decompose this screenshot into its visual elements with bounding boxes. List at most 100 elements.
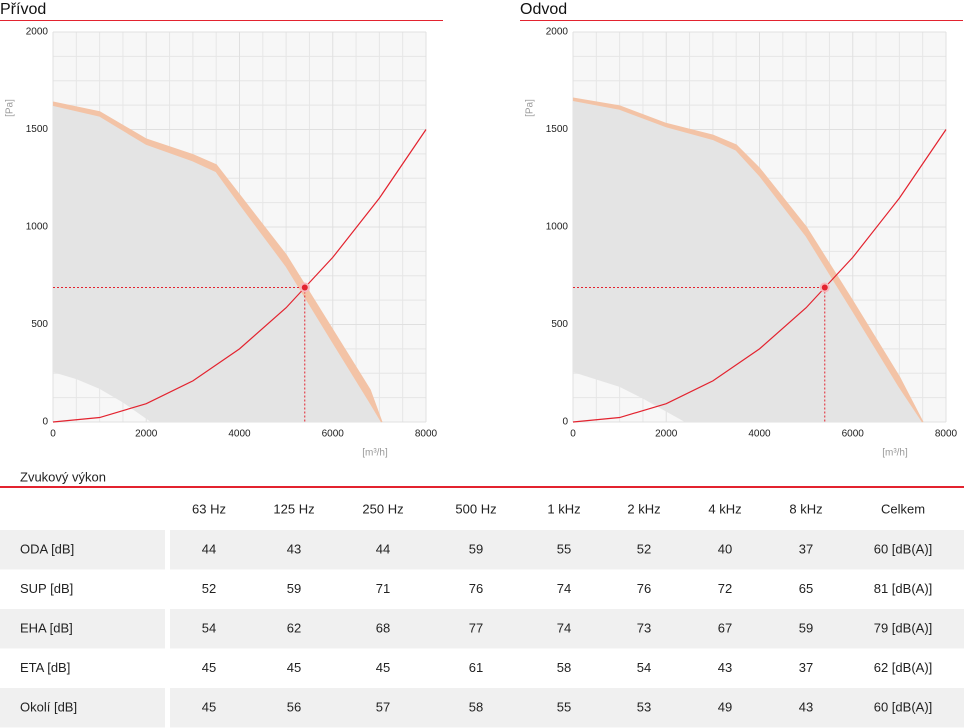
fan-curve-upper xyxy=(52,101,383,423)
row-band xyxy=(0,609,165,649)
table-rule xyxy=(0,486,964,488)
cell-value: 67 xyxy=(718,620,732,635)
cell-value: 45 xyxy=(376,660,390,675)
x-tick-label: 0 xyxy=(50,429,56,440)
column-header: 8 kHz xyxy=(789,501,822,516)
row-label: EHA [dB] xyxy=(20,620,73,635)
y-tick-label: 2000 xyxy=(26,27,49,38)
x-tick-label: 6000 xyxy=(322,429,345,440)
operating-region xyxy=(53,105,382,422)
cell-value: 53 xyxy=(637,699,651,714)
cell-value: 54 xyxy=(637,660,651,675)
y-tick-label: 1500 xyxy=(26,124,49,135)
row-band xyxy=(170,530,964,570)
cell-value: 60 [dB(A)] xyxy=(874,541,933,556)
cell-value: 45 xyxy=(202,660,216,675)
row-band xyxy=(0,530,165,570)
column-header: 2 kHz xyxy=(627,501,660,516)
column-header: 63 Hz xyxy=(192,501,226,516)
cell-value: 59 xyxy=(799,620,813,635)
system-curve xyxy=(52,129,427,423)
operating-point xyxy=(821,284,828,291)
y-axis-label: [Pa] xyxy=(5,99,16,117)
cell-value: 49 xyxy=(718,699,732,714)
cell-value: 76 xyxy=(469,581,483,596)
column-header: 4 kHz xyxy=(708,501,741,516)
y-tick-label: 1500 xyxy=(546,124,569,135)
y-axis-label: [Pa] xyxy=(525,99,536,117)
cell-value: 73 xyxy=(637,620,651,635)
cell-value: 37 xyxy=(799,541,813,556)
cell-value: 71 xyxy=(376,581,390,596)
x-tick-label: 8000 xyxy=(415,429,438,440)
operating-point xyxy=(301,284,308,291)
y-tick-label: 1000 xyxy=(546,222,569,233)
y-tick-label: 500 xyxy=(551,319,568,330)
cell-value: 40 xyxy=(718,541,732,556)
chart-title: Přívod xyxy=(0,1,46,18)
cell-value: 45 xyxy=(202,699,216,714)
x-tick-label: 2000 xyxy=(135,429,158,440)
cell-value: 68 xyxy=(376,620,390,635)
x-tick-label: 0 xyxy=(570,429,576,440)
y-tick-label: 0 xyxy=(42,417,48,428)
row-label: SUP [dB] xyxy=(20,581,73,596)
cell-value: 61 xyxy=(469,660,483,675)
cell-value: 74 xyxy=(557,581,571,596)
x-tick-label: 4000 xyxy=(748,429,771,440)
fan-curve-lower xyxy=(52,104,383,423)
cell-value: 58 xyxy=(469,699,483,714)
column-header: Celkem xyxy=(881,501,925,516)
row-label: ODA [dB] xyxy=(20,541,74,556)
column-header: 250 Hz xyxy=(362,501,403,516)
x-axis-label: [m³/h] xyxy=(362,448,388,459)
y-tick-label: 500 xyxy=(31,319,48,330)
cell-value: 62 xyxy=(287,620,301,635)
cell-value: 62 [dB(A)] xyxy=(874,660,933,675)
cell-value: 77 xyxy=(469,620,483,635)
table-title: Zvukový výkon xyxy=(20,469,106,484)
fan-curve-lower xyxy=(572,99,924,423)
cell-value: 59 xyxy=(287,581,301,596)
row-band xyxy=(170,609,964,649)
x-tick-label: 2000 xyxy=(655,429,678,440)
cell-value: 43 xyxy=(287,541,301,556)
cell-value: 44 xyxy=(202,541,216,556)
cell-value: 72 xyxy=(718,581,732,596)
x-axis-label: [m³/h] xyxy=(882,448,908,459)
cell-value: 65 xyxy=(799,581,813,596)
cell-value: 79 [dB(A)] xyxy=(874,620,933,635)
cell-value: 58 xyxy=(557,660,571,675)
cell-value: 37 xyxy=(799,660,813,675)
cell-value: 43 xyxy=(799,699,813,714)
row-label: ETA [dB] xyxy=(20,660,70,675)
row-label: Okolí [dB] xyxy=(20,699,77,714)
cell-value: 45 xyxy=(287,660,301,675)
cell-value: 55 xyxy=(557,541,571,556)
x-tick-label: 8000 xyxy=(935,429,958,440)
x-tick-label: 4000 xyxy=(228,429,251,440)
cell-value: 54 xyxy=(202,620,216,635)
cell-value: 81 [dB(A)] xyxy=(874,581,933,596)
cell-value: 52 xyxy=(637,541,651,556)
row-band xyxy=(170,688,964,728)
cell-value: 59 xyxy=(469,541,483,556)
cell-value: 55 xyxy=(557,699,571,714)
row-band xyxy=(0,688,165,728)
cell-value: 57 xyxy=(376,699,390,714)
y-tick-label: 1000 xyxy=(26,222,49,233)
cell-value: 74 xyxy=(557,620,571,635)
chart-title: Odvod xyxy=(520,1,567,18)
cell-value: 43 xyxy=(718,660,732,675)
cell-value: 56 xyxy=(287,699,301,714)
column-header: 1 kHz xyxy=(547,501,580,516)
operating-region xyxy=(573,100,923,422)
cell-value: 76 xyxy=(637,581,651,596)
y-tick-label: 0 xyxy=(562,417,568,428)
y-tick-label: 2000 xyxy=(546,27,569,38)
column-header: 125 Hz xyxy=(273,501,314,516)
system-curve xyxy=(572,129,947,423)
fan-curve-upper xyxy=(572,97,924,423)
